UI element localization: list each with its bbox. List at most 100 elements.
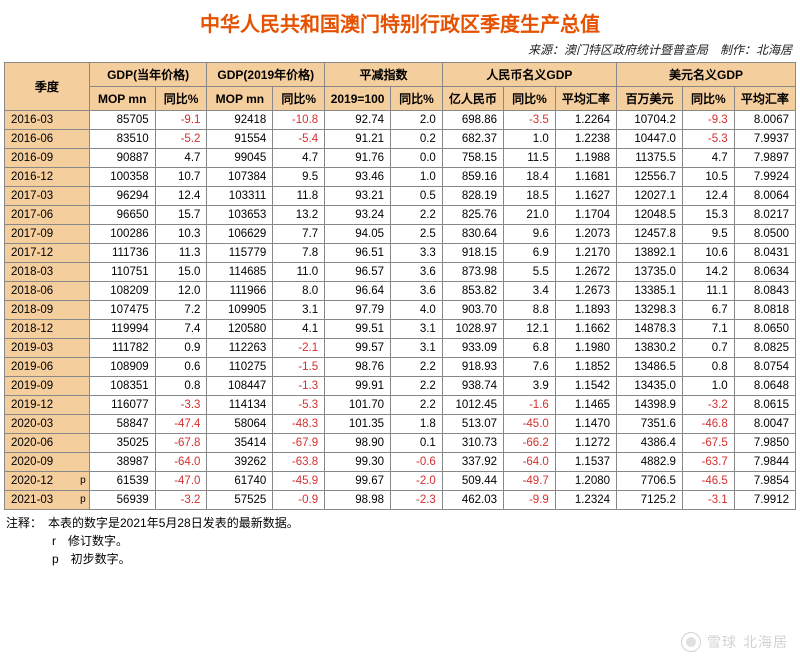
watermark-icon [681,632,701,652]
table-row: 2017-1211173611.31157797.896.513.3918.15… [5,244,796,263]
data-cell: -9.9 [504,491,556,510]
table-row: 2021-03p56939-3.257525-0.998.98-2.3462.0… [5,491,796,510]
data-cell: 120580 [207,320,273,339]
data-cell: 1.1662 [555,320,616,339]
data-cell: -1.6 [504,396,556,415]
data-cell: 1.2073 [555,225,616,244]
data-cell: 13735.0 [617,263,683,282]
data-cell: 1012.45 [442,396,503,415]
data-cell: 111736 [89,244,155,263]
data-cell: 109905 [207,301,273,320]
data-cell: 1.1704 [555,206,616,225]
data-cell: 99.30 [325,453,391,472]
data-cell: 7.8 [273,244,325,263]
data-cell: 96650 [89,206,155,225]
data-cell: 103311 [207,187,273,206]
data-cell: 108447 [207,377,273,396]
data-cell: 8.8 [504,301,556,320]
col-header-4-2: 平均汇率 [734,87,795,111]
watermark-author: 北海居 [743,632,788,652]
data-cell: 8.0825 [734,339,795,358]
watermark: 雪球 北海居 [681,632,788,652]
data-cell: 918.15 [442,244,503,263]
data-cell: 57525 [207,491,273,510]
data-cell: -46.5 [682,472,734,491]
data-cell: 92.74 [325,111,391,130]
data-cell: -5.2 [155,130,207,149]
data-cell: -63.8 [273,453,325,472]
data-cell: 3.1 [391,320,443,339]
data-cell: 918.93 [442,358,503,377]
data-cell: 101.70 [325,396,391,415]
data-cell: 8.0754 [734,358,795,377]
data-cell: 1.2264 [555,111,616,130]
period-cell: 2020-12p [5,472,90,491]
data-cell: 93.46 [325,168,391,187]
data-cell: 682.37 [442,130,503,149]
data-cell: 7.9924 [734,168,795,187]
data-cell: 698.86 [442,111,503,130]
col-header-3-2: 平均汇率 [555,87,616,111]
data-cell: 0.8 [155,377,207,396]
data-cell: 1.1542 [555,377,616,396]
data-cell: -9.1 [155,111,207,130]
data-cell: 7.9854 [734,472,795,491]
data-cell: 12.4 [155,187,207,206]
data-cell: 15.3 [682,206,734,225]
col-group-1: GDP(2019年价格) [207,63,325,87]
data-cell: 7.2 [155,301,207,320]
data-cell: 3.1 [273,301,325,320]
table-row: 2016-0683510-5.291554-5.491.210.2682.371… [5,130,796,149]
col-group-3: 人民币名义GDP [442,63,616,87]
data-cell: -2.0 [391,472,443,491]
data-cell: 462.03 [442,491,503,510]
col-header-0-1: 同比% [155,87,207,111]
data-cell: -66.2 [504,434,556,453]
period-cell: 2020-09 [5,453,90,472]
data-cell: -45.9 [273,472,325,491]
data-cell: 4.1 [273,320,325,339]
data-cell: 1.0 [504,130,556,149]
col-header-0-0: MOP mn [89,87,155,111]
data-cell: 13435.0 [617,377,683,396]
data-cell: 116077 [89,396,155,415]
data-cell: -0.9 [273,491,325,510]
period-cell: 2016-06 [5,130,90,149]
data-cell: 91.76 [325,149,391,168]
period-cell: 2019-12 [5,396,90,415]
data-cell: 111782 [89,339,155,358]
data-cell: 8.0648 [734,377,795,396]
footer-line2: r 修订数字。 [6,532,794,550]
data-cell: 7125.2 [617,491,683,510]
data-cell: 7.9844 [734,453,795,472]
data-cell: 85705 [89,111,155,130]
data-cell: 12.0 [155,282,207,301]
data-cell: 114134 [207,396,273,415]
data-cell: -0.6 [391,453,443,472]
gdp-table: 季度GDP(当年价格)GDP(2019年价格)平减指数人民币名义GDP美元名义G… [4,62,796,510]
data-cell: 114685 [207,263,273,282]
data-cell: 4386.4 [617,434,683,453]
data-cell: 96.64 [325,282,391,301]
data-cell: 103653 [207,206,273,225]
data-cell: 9.5 [682,225,734,244]
data-cell: -45.0 [504,415,556,434]
col-header-4-1: 同比% [682,87,734,111]
data-cell: 3.4 [504,282,556,301]
data-cell: 1.8 [391,415,443,434]
row-annotation: p [80,494,86,505]
data-cell: 98.76 [325,358,391,377]
table-row: 2020-12p61539-47.061740-45.999.67-2.0509… [5,472,796,491]
data-cell: 12027.1 [617,187,683,206]
data-cell: 1.1627 [555,187,616,206]
page-title: 中华人民共和国澳门特别行政区季度生产总值 [0,0,800,41]
data-cell: 9.6 [504,225,556,244]
data-cell: 99045 [207,149,273,168]
period-cell: 2019-03 [5,339,90,358]
data-cell: 56939 [89,491,155,510]
data-cell: 11.5 [504,149,556,168]
data-cell: 11.3 [155,244,207,263]
data-cell: -64.0 [504,453,556,472]
data-cell: 8.0047 [734,415,795,434]
data-cell: -3.2 [682,396,734,415]
